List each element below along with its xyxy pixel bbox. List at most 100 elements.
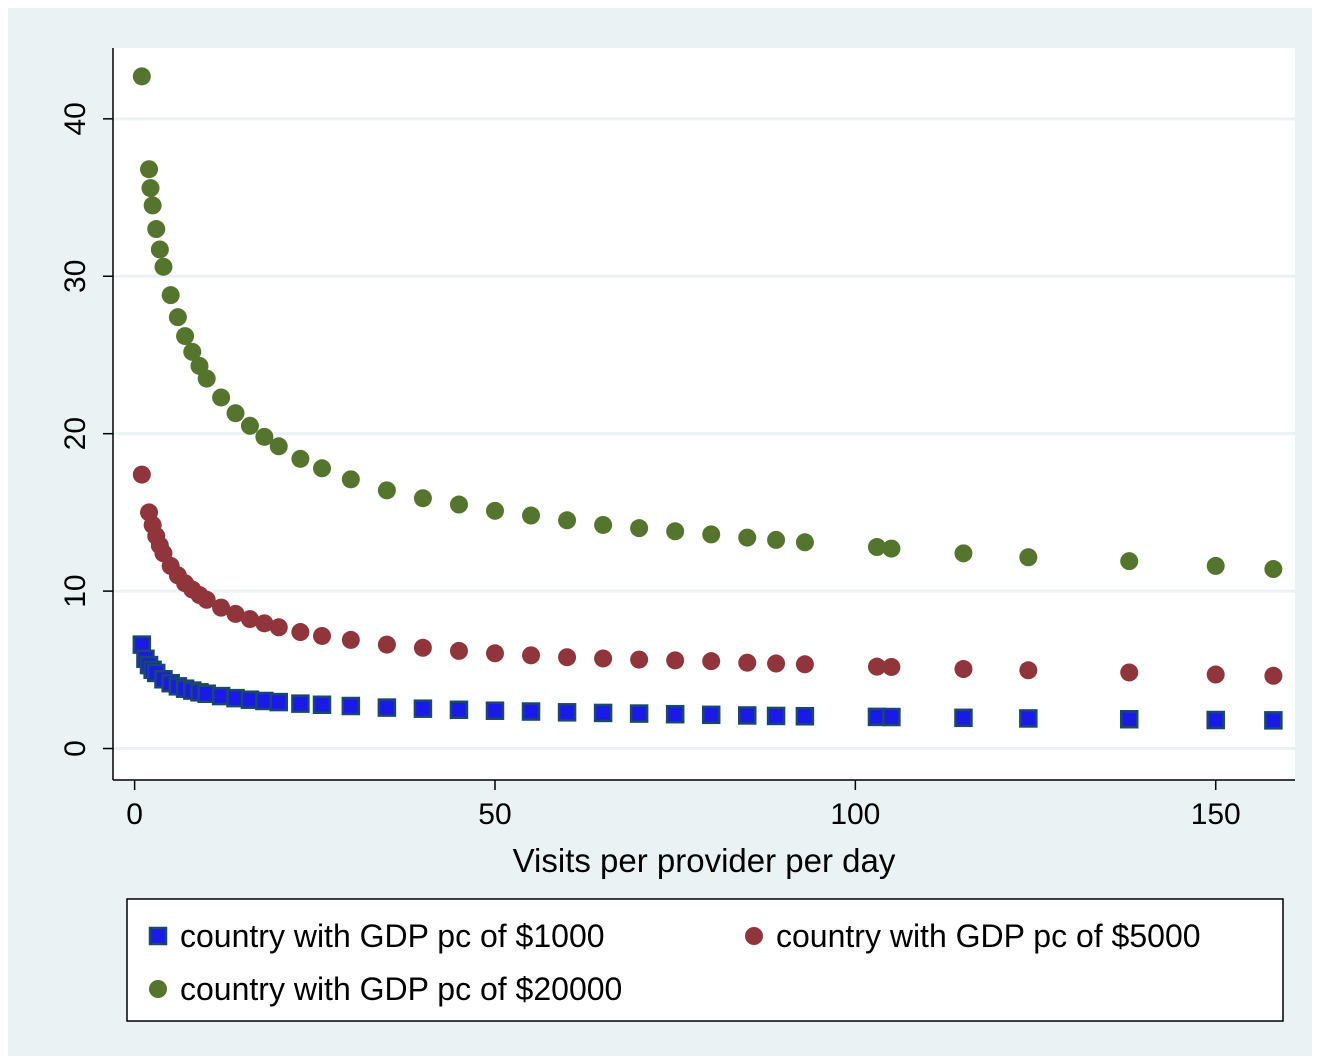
data-point [737,706,757,725]
data-point [255,614,274,633]
data-point [240,610,259,629]
data-point [1264,666,1283,685]
data-point [701,705,721,725]
data-point [522,646,541,665]
data-point [702,525,721,544]
data-point [795,655,814,674]
data-point [154,257,173,276]
data-point [197,369,216,388]
data-point [867,657,886,676]
data-point [882,707,901,727]
data-point [291,694,310,713]
legend-marker [745,927,763,945]
data-point [269,692,289,712]
data-point [168,308,187,327]
data-point [558,511,577,530]
y-tick-label: 10 [59,574,92,607]
axis-ticks: 0 10 20 30 40 0 50 100 150 [59,102,1241,831]
data-point [738,528,757,547]
data-point [212,598,231,617]
legend-marker [148,926,168,946]
data-point [738,653,757,672]
legend: country with GDP pc of $1000 country with… [148,918,1201,1007]
data-point [557,703,577,722]
data-point [143,196,162,215]
data-point [1019,548,1038,567]
data-point [954,660,973,679]
plot-area [113,48,1295,780]
chart-figure: 0 10 20 30 40 0 50 100 150 Visits per provider p… [8,8,1312,1056]
x-axis-title: Visits per provider per day [513,842,896,879]
series-1 [132,465,1283,685]
data-point [1120,663,1139,682]
data-point [882,539,901,558]
data-point [150,240,169,259]
data-point [766,706,786,726]
data-point [767,530,786,549]
data-point [485,501,504,520]
data-point [767,654,786,673]
data-point [449,700,469,720]
data-point [341,696,361,716]
data-point [795,706,815,726]
data-point [1119,709,1139,729]
data-point [161,286,180,305]
data-point [197,590,216,609]
data-point [882,657,901,676]
data-point [413,699,433,718]
gridlines [113,117,1295,751]
data-point [183,342,202,361]
x-tick-label: 50 [478,798,511,831]
data-point [485,701,505,720]
data-point [413,638,432,657]
y-tick-label: 20 [59,417,92,450]
data-point [341,470,360,489]
data-point [313,459,332,478]
data-point [140,160,159,179]
data-point [132,67,151,86]
x-tick-label: 100 [830,798,880,831]
data-point [212,388,231,407]
data-point [1019,661,1038,680]
data-point [594,649,613,668]
data-point [630,519,649,538]
data-point [1264,560,1283,579]
legend-label: country with GDP pc of $1000 [180,918,605,954]
chart-canvas: 0 10 20 30 40 0 50 100 150 Visits per provider p… [59,48,1295,1022]
data-point [666,522,685,541]
legend-marker [149,980,167,998]
data-point [558,648,577,667]
legend-label: country with GDP pc of $5000 [776,918,1201,954]
data-point [1120,552,1139,571]
data-point [291,449,310,468]
legend-box [126,898,1284,1022]
data-point [867,538,886,557]
data-point [377,635,396,654]
data-point [147,220,166,239]
data-point [291,623,310,642]
data-point [449,641,468,660]
data-point [485,644,504,663]
data-point [269,437,288,456]
data-point [665,704,685,724]
data-point [1206,665,1225,684]
data-point [1264,711,1283,730]
legend-label: country with GDP pc of $20000 [180,971,622,1007]
series-2 [132,67,1283,579]
data-point [795,533,814,552]
y-tick-label: 0 [59,740,92,757]
data-point [666,651,685,670]
data-point [1019,709,1038,728]
x-tick-label: 150 [1191,798,1241,831]
data-point [226,604,245,623]
data-point [377,698,397,717]
data-point [1206,710,1225,730]
data-point [132,465,151,484]
data-point [269,618,288,637]
data-point [522,506,541,525]
data-point [141,179,160,198]
data-point [226,404,245,423]
data-point [521,702,541,721]
y-tick-label: 30 [59,260,92,293]
data-point [377,481,396,500]
